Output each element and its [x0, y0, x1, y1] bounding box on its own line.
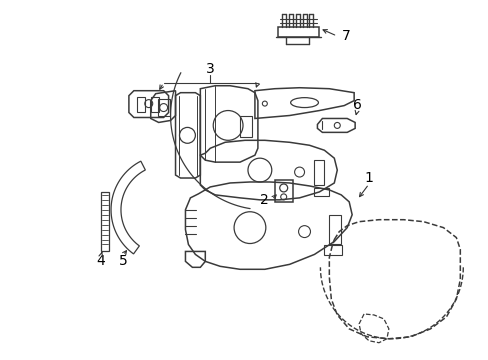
- Text: 1: 1: [364, 171, 373, 185]
- Bar: [277, 27, 319, 37]
- Bar: [328, 215, 341, 244]
- Text: 4: 4: [97, 255, 105, 268]
- Bar: [314, 188, 328, 196]
- Text: 2: 2: [260, 193, 269, 207]
- Bar: [240, 116, 251, 137]
- Text: 5: 5: [118, 255, 127, 268]
- Text: 3: 3: [205, 62, 214, 76]
- Bar: [314, 160, 324, 185]
- Bar: [101, 192, 109, 251]
- Text: 6: 6: [352, 98, 361, 112]
- Bar: [157, 99, 169, 117]
- Text: 7: 7: [341, 29, 350, 43]
- Bar: [274, 180, 292, 202]
- Bar: [324, 246, 342, 255]
- Bar: [137, 96, 144, 112]
- Bar: [150, 96, 158, 112]
